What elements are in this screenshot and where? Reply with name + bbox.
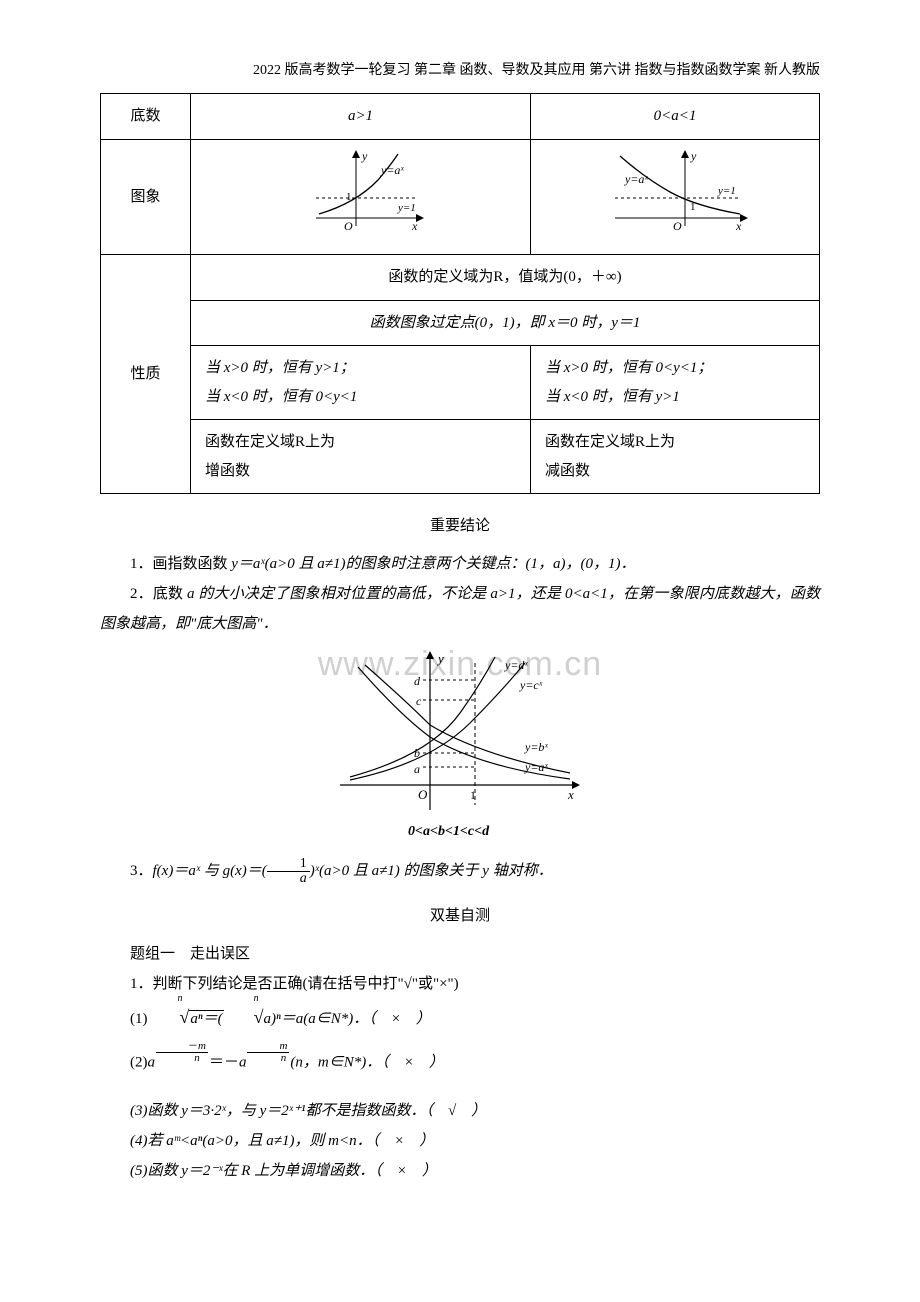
cell-graph-label: 图象: [101, 139, 191, 255]
para-2: 2．底数 a 的大小决定了图象相对位置的高低，不论是 a>1，还是 0<a<1，…: [100, 579, 820, 639]
section-title-selftest: 双基自测: [100, 904, 820, 925]
svg-text:y=1: y=1: [397, 202, 416, 214]
svg-text:y=cˣ: y=cˣ: [519, 678, 543, 692]
table-row: 性质 函数的定义域为R，值域为(0，＋∞): [101, 255, 820, 301]
svg-text:y=aˣ: y=aˣ: [624, 172, 648, 186]
cell-monotone-right: 函数在定义域R上为 减函数: [531, 420, 820, 494]
svg-text:O: O: [418, 787, 428, 802]
svg-text:1: 1: [346, 191, 352, 203]
svg-text:y: y: [436, 651, 444, 666]
cell-fixed-point: 函数图象过定点(0，1)，即 x＝0 时，y＝1: [191, 300, 820, 346]
cell-graph-left: y y=aˣ 1 y=1 O x: [191, 139, 531, 255]
cell-monotone-left: 函数在定义域R上为 增函数: [191, 420, 531, 494]
section-title-important: 重要结论: [100, 514, 820, 535]
group-1-title: 题组一 走出误区: [100, 939, 820, 969]
cell-a-lt-1: 0<a<1: [531, 94, 820, 140]
svg-text:O: O: [344, 219, 353, 233]
exponent-fraction-icon: －mn: [156, 1041, 208, 1064]
svg-text:1: 1: [690, 201, 696, 213]
big-figure-wrap: www.zixin.com.cn y x O 1 d: [100, 645, 820, 850]
q1-head: 1．判断下列结论是否正确(请在括号中打"√"或"×"): [100, 969, 820, 999]
cell-domain-range: 函数的定义域为R，值域为(0，＋∞): [191, 255, 820, 301]
graph-increasing-icon: y y=aˣ 1 y=1 O x: [286, 148, 436, 236]
svg-text:y: y: [690, 149, 697, 163]
para-1: 1．画指数函数 y＝aˣ(a>0 且 a≠1)的图象时注意两个关键点：(1，a)…: [100, 549, 820, 579]
properties-table: 底数 a>1 0<a<1 图象 y y=aˣ 1 y=1 O: [100, 93, 820, 494]
cell-behavior-left: 当 x>0 时，恒有 y>1； 当 x<0 时，恒有 0<y<1: [191, 346, 531, 420]
cell-property-label: 性质: [101, 255, 191, 494]
svg-text:a: a: [414, 762, 420, 776]
para-3: 3．f(x)＝aˣ 与 g(x)＝(1a)ˣ(a>0 且 a≠1) 的图象关于 …: [100, 856, 820, 886]
svg-text:y=dˣ: y=dˣ: [504, 658, 528, 672]
q1-4: (4)若 aᵐ<aⁿ(a>0，且 a≠1)，则 m<n．（ × ）: [100, 1126, 820, 1156]
svg-text:x: x: [567, 787, 574, 802]
spacer: [100, 1078, 820, 1096]
table-row: 图象 y y=aˣ 1 y=1 O x: [101, 139, 820, 255]
cell-a-gt-1: a>1: [191, 94, 531, 140]
fraction-icon: 1a: [267, 857, 310, 886]
multi-curve-icon: y x O 1 d c b a y=dˣ y=cˣ y=bˣ y=aˣ 0<a<…: [310, 645, 610, 845]
svg-text:x: x: [411, 219, 418, 233]
svg-text:y: y: [361, 149, 368, 163]
radical-icon: n√: [224, 999, 264, 1035]
cell-base-label: 底数: [101, 94, 191, 140]
header-text: 2022 版高考数学一轮复习 第二章 函数、导数及其应用 第六讲 指数与指数函数…: [253, 63, 820, 78]
table-row: 当 x>0 时，恒有 y>1； 当 x<0 时，恒有 0<y<1 当 x>0 时…: [101, 346, 820, 420]
page-header: 2022 版高考数学一轮复习 第二章 函数、导数及其应用 第六讲 指数与指数函数…: [100, 60, 820, 81]
exponent-fraction-icon: mn: [247, 1041, 289, 1064]
svg-text:b: b: [414, 746, 420, 760]
svg-text:0<a<b<1<c<d: 0<a<b<1<c<d: [408, 824, 490, 839]
radical-icon: n√aⁿ＝(: [148, 999, 224, 1035]
svg-text:y=aˣ: y=aˣ: [524, 760, 548, 774]
svg-text:y=1: y=1: [717, 185, 736, 197]
svg-text:y=bˣ: y=bˣ: [524, 740, 548, 754]
svg-text:1: 1: [470, 788, 476, 802]
cell-graph-right: y y=aˣ 1 y=1 O x: [531, 139, 820, 255]
table-row: 底数 a>1 0<a<1: [101, 94, 820, 140]
svg-text:d: d: [414, 674, 421, 688]
table-row: 函数在定义域R上为 增函数 函数在定义域R上为 减函数: [101, 420, 820, 494]
cell-behavior-right: 当 x>0 时，恒有 0<y<1； 当 x<0 时，恒有 y>1: [531, 346, 820, 420]
svg-text:y=aˣ: y=aˣ: [380, 163, 404, 177]
q1-2: (2)a－mn＝－amn(n，m∈N*)．（ × ）: [100, 1041, 820, 1078]
page: 2022 版高考数学一轮复习 第二章 函数、导数及其应用 第六讲 指数与指数函数…: [0, 0, 920, 1302]
table-row: 函数图象过定点(0，1)，即 x＝0 时，y＝1: [101, 300, 820, 346]
q1-5: (5)函数 y＝2⁻ˣ在 R 上为单调增函数．（ × ）: [100, 1156, 820, 1186]
q1-3: (3)函数 y＝3·2ˣ，与 y＝2ˣ⁺¹都不是指数函数．（ √ ）: [100, 1096, 820, 1126]
svg-text:x: x: [735, 219, 742, 233]
q1-1: (1)n√aⁿ＝(n√a)ⁿ＝a(a∈N*)．（ × ）: [100, 999, 820, 1035]
svg-text:c: c: [416, 694, 422, 708]
graph-decreasing-icon: y y=aˣ 1 y=1 O x: [590, 148, 760, 236]
svg-text:O: O: [673, 219, 682, 233]
